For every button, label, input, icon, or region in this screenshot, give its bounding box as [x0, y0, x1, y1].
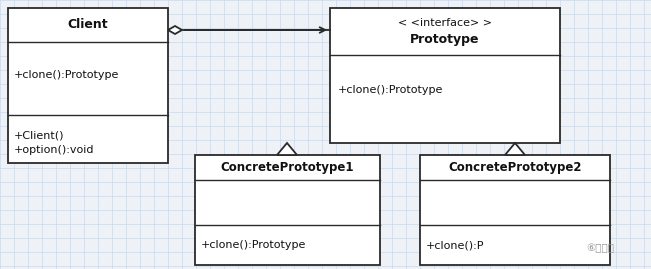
Polygon shape: [168, 26, 182, 34]
Bar: [8, 8, 168, 163]
Text: ⑥亿速云: ⑥亿速云: [586, 243, 614, 253]
Text: ConcretePrototype2: ConcretePrototype2: [449, 161, 582, 174]
Text: ConcretePrototype1: ConcretePrototype1: [221, 161, 354, 174]
Text: Client: Client: [68, 19, 108, 31]
Bar: [420, 155, 610, 265]
Text: +clone():Prototype: +clone():Prototype: [338, 85, 443, 95]
Text: +clone():Prototype: +clone():Prototype: [201, 240, 307, 250]
Bar: [330, 8, 560, 143]
Bar: [195, 155, 380, 265]
Text: +clone():Prototype: +clone():Prototype: [14, 70, 119, 80]
Polygon shape: [277, 143, 297, 155]
Text: +Client()
+option():void: +Client() +option():void: [14, 130, 94, 155]
Text: < <interface> >: < <interface> >: [398, 17, 492, 27]
Text: Prototype: Prototype: [410, 33, 480, 46]
Polygon shape: [505, 143, 525, 155]
Text: +clone():P: +clone():P: [426, 240, 484, 250]
